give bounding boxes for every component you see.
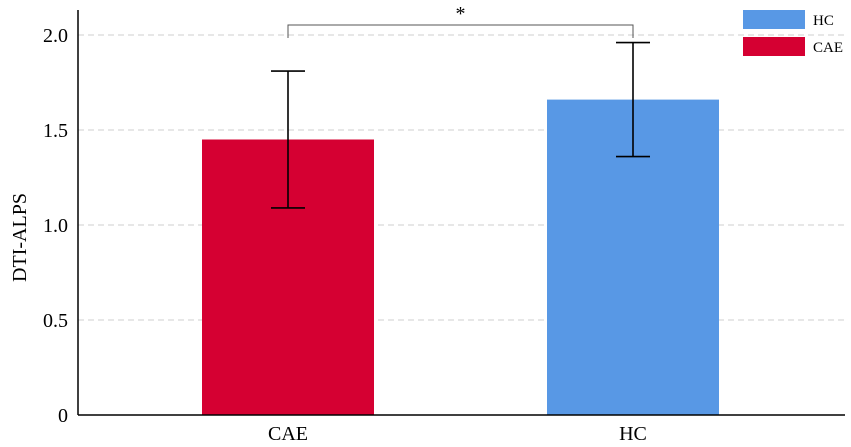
y-tick-label-3: 1.5 [43,120,68,142]
y-tick-label-0: 0 [58,405,68,427]
error-bar-cae [271,70,305,209]
bars [202,99,719,415]
y-tick-label-4: 2.0 [43,25,68,47]
significance-star: * [456,3,466,25]
error-bars [271,41,650,209]
significance-bracket [287,24,634,38]
legend: HC CAE [743,10,843,56]
legend-label-cae: CAE [813,40,843,56]
axes [77,10,845,416]
significance-annotation: * [287,3,634,38]
legend-swatch-hc [743,10,805,29]
legend-label-hc: HC [813,13,834,29]
y-tick-label-2: 1.0 [43,215,68,237]
x-tick-labels: CAE HC [268,423,647,445]
x-tick-label-cae: CAE [268,423,308,445]
x-tick-label-hc: HC [619,423,647,445]
y-axis-label: DTI-ALPS [9,193,31,282]
gridlines [78,34,845,321]
legend-item-hc: HC [743,10,834,29]
y-tick-label-1: 0.5 [43,310,68,332]
y-tick-labels: 0 0.5 1.0 1.5 2.0 [43,25,68,427]
legend-swatch-cae [743,37,805,56]
legend-item-cae: CAE [743,37,843,56]
error-bar-hc [616,41,650,158]
